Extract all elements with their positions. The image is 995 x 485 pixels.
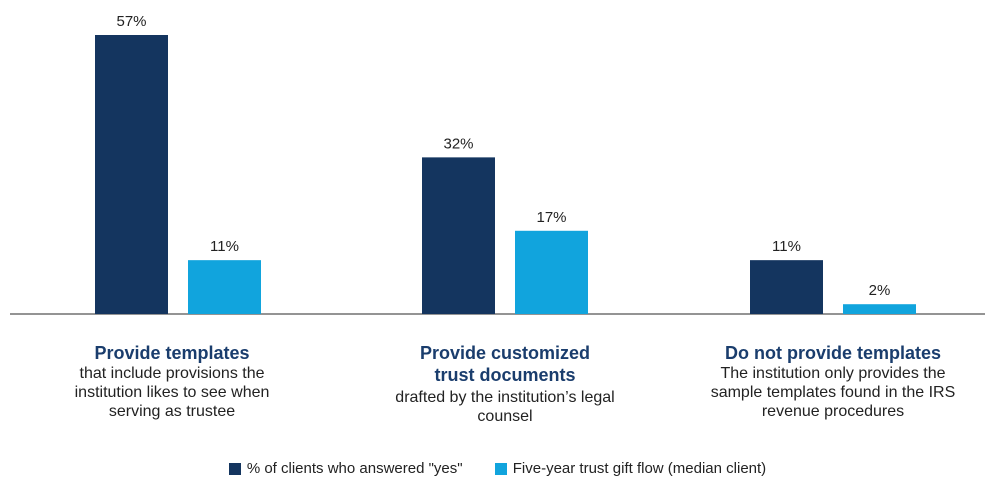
category-1-heading: Provide templates — [94, 343, 250, 363]
legend-swatch-flow — [494, 462, 507, 475]
legend-item-yes: % of clients who answered "yes" — [228, 460, 463, 477]
bar-series1-cat2 — [422, 157, 495, 314]
legend-item-flow: Five-year trust gift flow (median client… — [494, 460, 767, 477]
category-2-description: drafted by the institution’s legal couns… — [395, 389, 615, 425]
category-2-heading: Provide customized trust documents — [419, 343, 591, 385]
data-label-series1-cat3: 11% — [772, 238, 801, 255]
category-label-3: Do not provide templates The institution… — [683, 342, 983, 421]
category-1-description: that include provisions the institution … — [74, 365, 270, 420]
data-label-series1-cat1: 57% — [116, 13, 146, 30]
category-label-2: Provide customized trust documents draft… — [355, 342, 655, 426]
legend: % of clients who answered "yes" Five-yea… — [0, 460, 995, 479]
bar-series2-cat1 — [188, 260, 261, 314]
data-label-series2-cat3: 2% — [869, 282, 891, 299]
category-label-1: Provide templates that include provision… — [22, 342, 322, 421]
data-label-series2-cat1: 11% — [210, 238, 239, 255]
data-label-series2-cat2: 17% — [536, 209, 566, 226]
legend-label-flow: Five-year trust gift flow (median client… — [512, 460, 767, 477]
legend-label-yes: % of clients who answered "yes" — [246, 460, 463, 477]
bar-series1-cat3 — [750, 260, 823, 314]
category-3-heading: Do not provide templates — [724, 343, 942, 363]
category-3-description: The institution only provides the sample… — [710, 365, 956, 420]
data-label-series1-cat2: 32% — [443, 135, 473, 152]
bar-series1-cat1 — [95, 35, 168, 314]
bar-series2-cat2 — [515, 230, 588, 314]
bar-series2-cat3 — [843, 304, 916, 314]
legend-swatch-yes — [228, 462, 241, 475]
